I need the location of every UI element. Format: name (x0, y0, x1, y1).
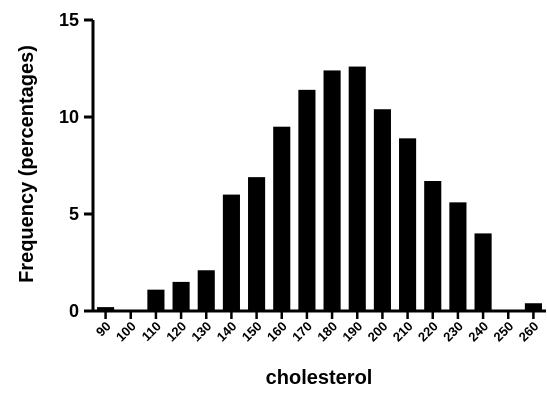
bar-140 (222, 194, 240, 311)
x-tick-label-210: 210 (390, 319, 416, 345)
x-tick-label-250: 250 (490, 319, 516, 345)
y-tick-label-10: 10 (59, 107, 79, 127)
x-tick-label-240: 240 (465, 319, 491, 345)
bar-130 (197, 270, 215, 311)
y-ticks-group: 0 5 10 15 (59, 10, 93, 321)
bars-group (97, 66, 542, 312)
y-tick-label-0: 0 (69, 301, 79, 321)
x-tick-label-220: 220 (415, 319, 441, 345)
bar-180 (323, 70, 341, 311)
x-tick-label-190: 190 (339, 319, 365, 345)
x-ticks-group: 90 100 110 120 130 140 150 160 170 180 190 200 210 22… (93, 311, 542, 344)
x-tick-label-180: 180 (314, 319, 340, 345)
x-tick-label-160: 160 (264, 319, 290, 345)
bar-190 (348, 66, 366, 311)
x-tick-label-140: 140 (214, 319, 240, 345)
bar-230 (449, 202, 467, 311)
x-tick-label-260: 260 (516, 319, 542, 345)
bar-210 (399, 138, 417, 311)
bar-90 (97, 307, 115, 311)
x-tick-label-110: 110 (139, 319, 164, 344)
bar-220 (424, 181, 442, 311)
x-tick-label-150: 150 (239, 319, 265, 345)
x-tick-label-230: 230 (440, 319, 466, 345)
bar-200 (373, 109, 391, 312)
x-tick-label-130: 130 (188, 319, 214, 345)
bar-120 (172, 281, 190, 311)
bar-150 (248, 177, 266, 311)
x-tick-label-100: 100 (113, 319, 139, 345)
bar-260 (524, 303, 542, 311)
bar-240 (474, 233, 492, 311)
y-tick-label-5: 5 (69, 204, 79, 224)
y-tick-label-15: 15 (59, 10, 79, 30)
bar-170 (298, 89, 316, 311)
y-axis-label: Frequency (percentages) (16, 45, 38, 283)
x-tick-label-120: 120 (163, 319, 189, 345)
x-tick-label-200: 200 (365, 319, 391, 345)
bar-110 (147, 289, 165, 311)
bar-160 (273, 126, 291, 311)
axes-group (91, 20, 546, 313)
x-tick-label-90: 90 (93, 319, 114, 340)
x-axis-label: cholesterol (266, 367, 373, 389)
x-tick-label-170: 170 (289, 319, 315, 345)
